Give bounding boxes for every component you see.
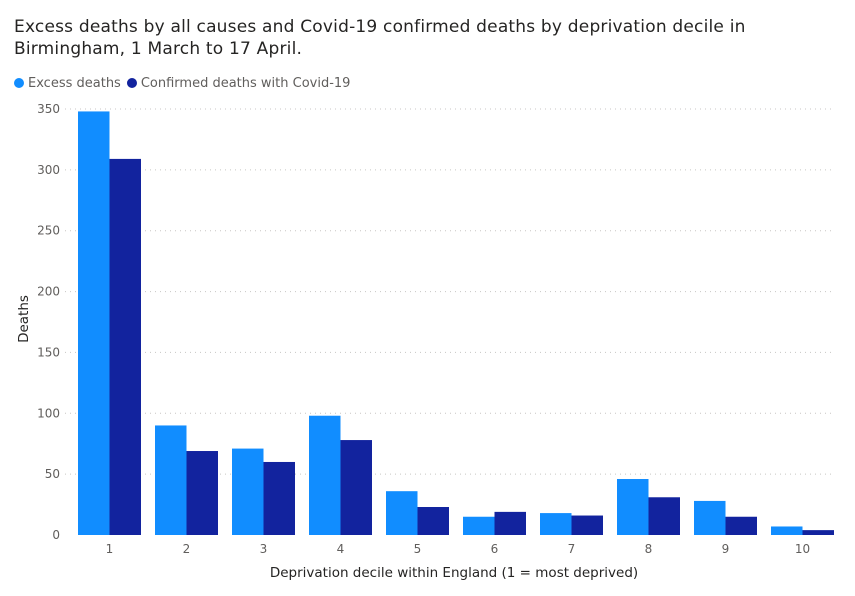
x-tick-label: 2 [183,542,191,556]
y-tick-label: 100 [37,406,60,420]
bar-excess-decile-1[interactable] [78,111,110,535]
chart-legend[interactable]: Excess deaths Confirmed deaths with Covi… [14,74,356,92]
bar-confirmed-decile-5[interactable] [417,507,450,535]
y-tick-label: 300 [37,163,60,177]
y-axis-ticks: 0 50 100 150 200 250 300 350 [37,102,60,542]
bars [78,111,834,535]
bar-excess-decile-6[interactable] [463,516,495,535]
legend-dot-confirmed-deaths [126,78,137,88]
bar-excess-decile-4[interactable] [309,415,341,535]
y-tick-label: 0 [52,528,60,542]
x-tick-label: 8 [645,542,653,556]
bar-confirmed-decile-2[interactable] [186,451,219,535]
x-tick-label: 10 [795,542,810,556]
chart-title: Excess deaths by all causes and Covid-19… [14,17,746,59]
bar-confirmed-decile-4[interactable] [340,440,373,535]
legend-label-confirmed-deaths: Confirmed deaths with Covid-19 [140,75,351,91]
legend-item-confirmed-deaths[interactable]: Confirmed deaths with Covid-19 [126,75,351,91]
bar-confirmed-decile-7[interactable] [571,515,604,535]
bar-excess-decile-7[interactable] [540,513,572,535]
x-tick-label: 1 [106,542,114,556]
x-tick-label: 6 [491,542,499,556]
legend-label-excess-deaths: Excess deaths [28,75,121,91]
y-tick-label: 200 [37,285,60,299]
x-axis-ticks: 1 2 3 4 5 6 7 8 9 10 [106,542,810,556]
bar-confirmed-decile-9[interactable] [725,516,758,535]
bar-confirmed-decile-10[interactable] [802,530,835,535]
bar-confirmed-decile-1[interactable] [109,158,142,535]
y-tick-label: 50 [45,467,60,481]
bar-excess-decile-10[interactable] [771,526,803,535]
bar-excess-decile-8[interactable] [617,479,649,535]
x-tick-label: 7 [568,542,576,556]
bar-confirmed-decile-6[interactable] [494,511,527,535]
gridlines [65,108,835,475]
x-tick-label: 4 [337,542,345,556]
x-axis-title: Deprivation decile within England (1 = m… [270,565,638,581]
x-tick-label: 3 [260,542,268,556]
bar-excess-decile-9[interactable] [694,500,726,535]
y-axis-title: Deaths [16,295,32,343]
x-tick-label: 5 [414,542,422,556]
legend-dot-excess-deaths [14,78,24,88]
bar-confirmed-decile-8[interactable] [648,497,681,535]
x-tick-label: 9 [722,542,730,556]
y-tick-label: 150 [37,345,60,359]
bar-confirmed-decile-3[interactable] [263,461,296,535]
bar-excess-decile-2[interactable] [155,425,187,535]
bar-excess-decile-3[interactable] [232,448,264,535]
y-tick-label: 250 [37,224,60,238]
legend-item-excess-deaths[interactable]: Excess deaths [14,76,121,91]
y-tick-label: 350 [37,102,60,116]
bar-excess-decile-5[interactable] [386,491,418,535]
